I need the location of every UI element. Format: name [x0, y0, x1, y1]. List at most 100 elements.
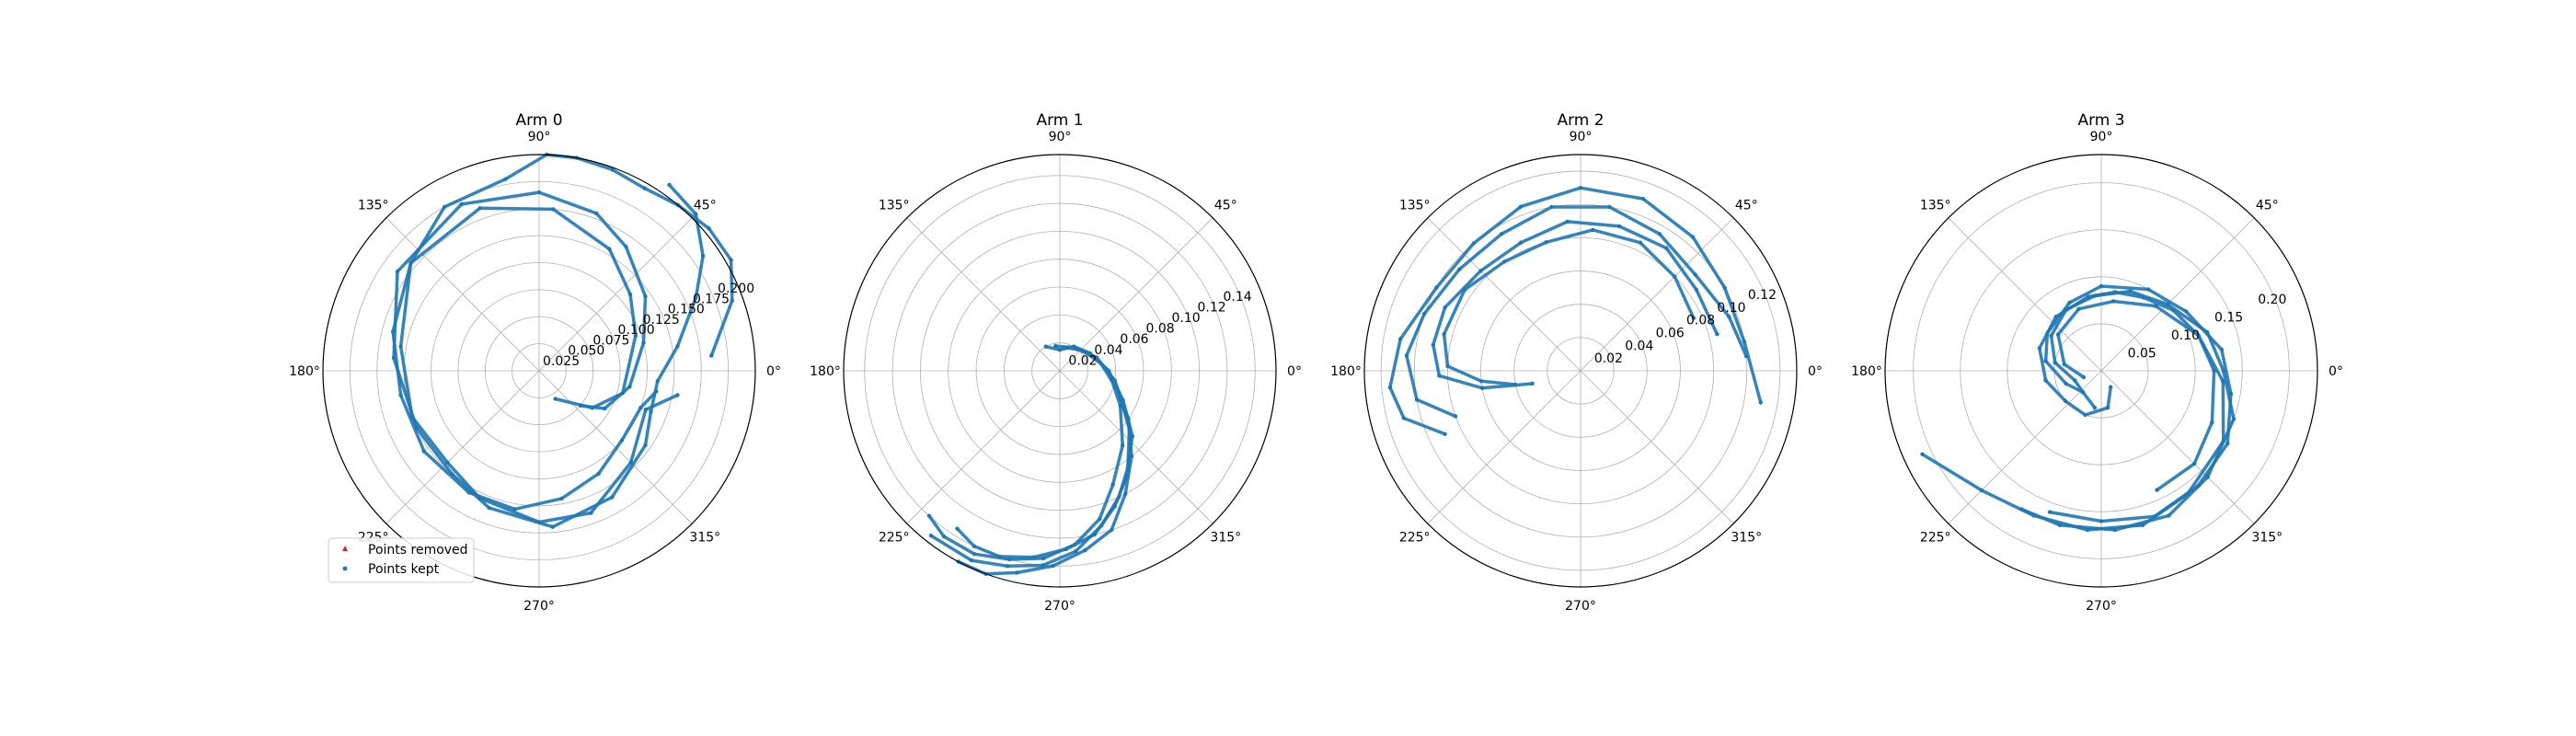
r-tick-label: 0.04: [1094, 343, 1122, 358]
subplot-title: Arm 0: [515, 111, 562, 130]
angular-gridline: [1427, 217, 1581, 372]
kept-point: [2152, 514, 2156, 519]
kept-point: [1920, 452, 1925, 456]
series-layer: [1387, 186, 1764, 436]
subplot-arm-1: 0° 45° 90° 135° 180° 225° 270° 315° 0.020.040.06…: [810, 111, 1302, 614]
kept-point: [1062, 345, 1066, 350]
kept-point: [2063, 398, 2068, 403]
theta-tick-label: 0°: [766, 364, 781, 379]
kept-point: [1421, 312, 1427, 316]
theta-tick-label: 135°: [1399, 199, 1431, 213]
kept-point: [1106, 368, 1111, 374]
kept-point: [1544, 240, 1548, 245]
kept-point: [578, 403, 583, 408]
kept-points-trajectory: [2019, 289, 2236, 532]
radial-gridline: [431, 262, 648, 479]
kept-point: [2141, 295, 2146, 300]
kept-point: [2183, 309, 2189, 314]
kept-point: [2049, 333, 2053, 339]
kept-point: [1457, 267, 1462, 271]
kept-point: [1518, 240, 1524, 245]
kept-point: [466, 490, 471, 495]
kept-point: [2112, 527, 2118, 533]
kept-point: [1124, 475, 1129, 479]
kept-point: [1005, 564, 1010, 569]
legend-label-kept: Points kept: [368, 562, 440, 577]
kept-point: [2210, 420, 2214, 425]
kept-point: [1501, 259, 1507, 264]
kept-point: [2043, 378, 2048, 383]
polar-frame: [1363, 154, 1798, 588]
kept-point: [638, 406, 643, 410]
kept-point: [633, 333, 638, 338]
radial-gridline: [1960, 229, 2243, 512]
theta-tick-label: 45°: [694, 199, 717, 213]
kept-point: [1437, 374, 1442, 378]
kept-point: [2196, 333, 2201, 338]
r-tick-label: 0.05: [2128, 346, 2156, 361]
radial-gridline: [1003, 314, 1117, 428]
kept-point: [607, 247, 612, 251]
kept-point: [551, 207, 556, 212]
kept-point: [1098, 516, 1102, 522]
kept-point: [2112, 290, 2118, 294]
kept-point: [1072, 344, 1076, 349]
kept-point: [643, 293, 648, 299]
theta-tick-label: 0°: [1287, 364, 1302, 379]
theta-tick-label: 270°: [2086, 599, 2117, 614]
kept-point: [2047, 510, 2053, 514]
theta-tick-label: 315°: [1210, 530, 1241, 545]
theta-tick-label: 90°: [528, 130, 551, 144]
kept-point: [1074, 549, 1078, 554]
kept-point: [655, 379, 660, 384]
polar-frame: [1884, 154, 2318, 588]
kept-point: [1530, 381, 1535, 386]
radial-gridline: [1446, 236, 1715, 505]
kept-point: [2225, 442, 2230, 446]
legend-label-removed: Points removed: [368, 543, 468, 558]
kept-point: [624, 245, 628, 249]
kept-point: [2037, 346, 2041, 351]
legend: Points removed Points kept: [328, 537, 475, 583]
legend-frame: [328, 537, 475, 583]
kept-point: [390, 329, 396, 334]
kept-point: [2053, 315, 2058, 319]
kept-point: [1616, 224, 1622, 229]
kept-point: [1123, 491, 1128, 497]
kept-point: [969, 558, 974, 563]
kept-point: [1722, 285, 1727, 290]
radial-gridline: [484, 316, 594, 426]
kept-point: [1638, 240, 1643, 245]
polar-axes: 0°45°90°135°180°225°270°315°0.0250.0500.…: [289, 130, 781, 614]
kept-point: [2064, 381, 2068, 386]
kept-point: [1673, 274, 1677, 279]
kept-point: [2019, 507, 2024, 512]
kept-point: [1041, 556, 1046, 561]
kept-point: [2086, 294, 2090, 299]
kept-point: [1640, 196, 1646, 201]
theta-tick-label: 180°: [1330, 364, 1362, 379]
r-tick-label: 0.050: [568, 344, 604, 359]
theta-tick-label: 135°: [879, 199, 910, 213]
kept-point: [512, 507, 517, 512]
kept-point: [1471, 241, 1477, 246]
kept-point: [1607, 204, 1612, 210]
kept-point: [395, 270, 400, 274]
kept-point: [972, 552, 977, 557]
kept-point: [1121, 443, 1125, 448]
kept-point: [1694, 287, 1699, 293]
theta-tick-label: 225°: [1920, 530, 1951, 545]
r-tick-label: 0.200: [718, 282, 754, 296]
kept-point: [503, 177, 508, 181]
kept-point: [2043, 359, 2048, 363]
kept-point: [553, 397, 558, 401]
r-tick-label: 0.06: [1120, 332, 1148, 347]
kept-point: [398, 344, 403, 349]
kept-point: [1727, 315, 1731, 319]
kept-point: [1664, 246, 1669, 250]
radial-gridline: [1480, 270, 1681, 471]
kept-point: [1478, 269, 1483, 273]
kept-point: [1092, 532, 1098, 537]
angular-gridline: [906, 217, 1061, 372]
